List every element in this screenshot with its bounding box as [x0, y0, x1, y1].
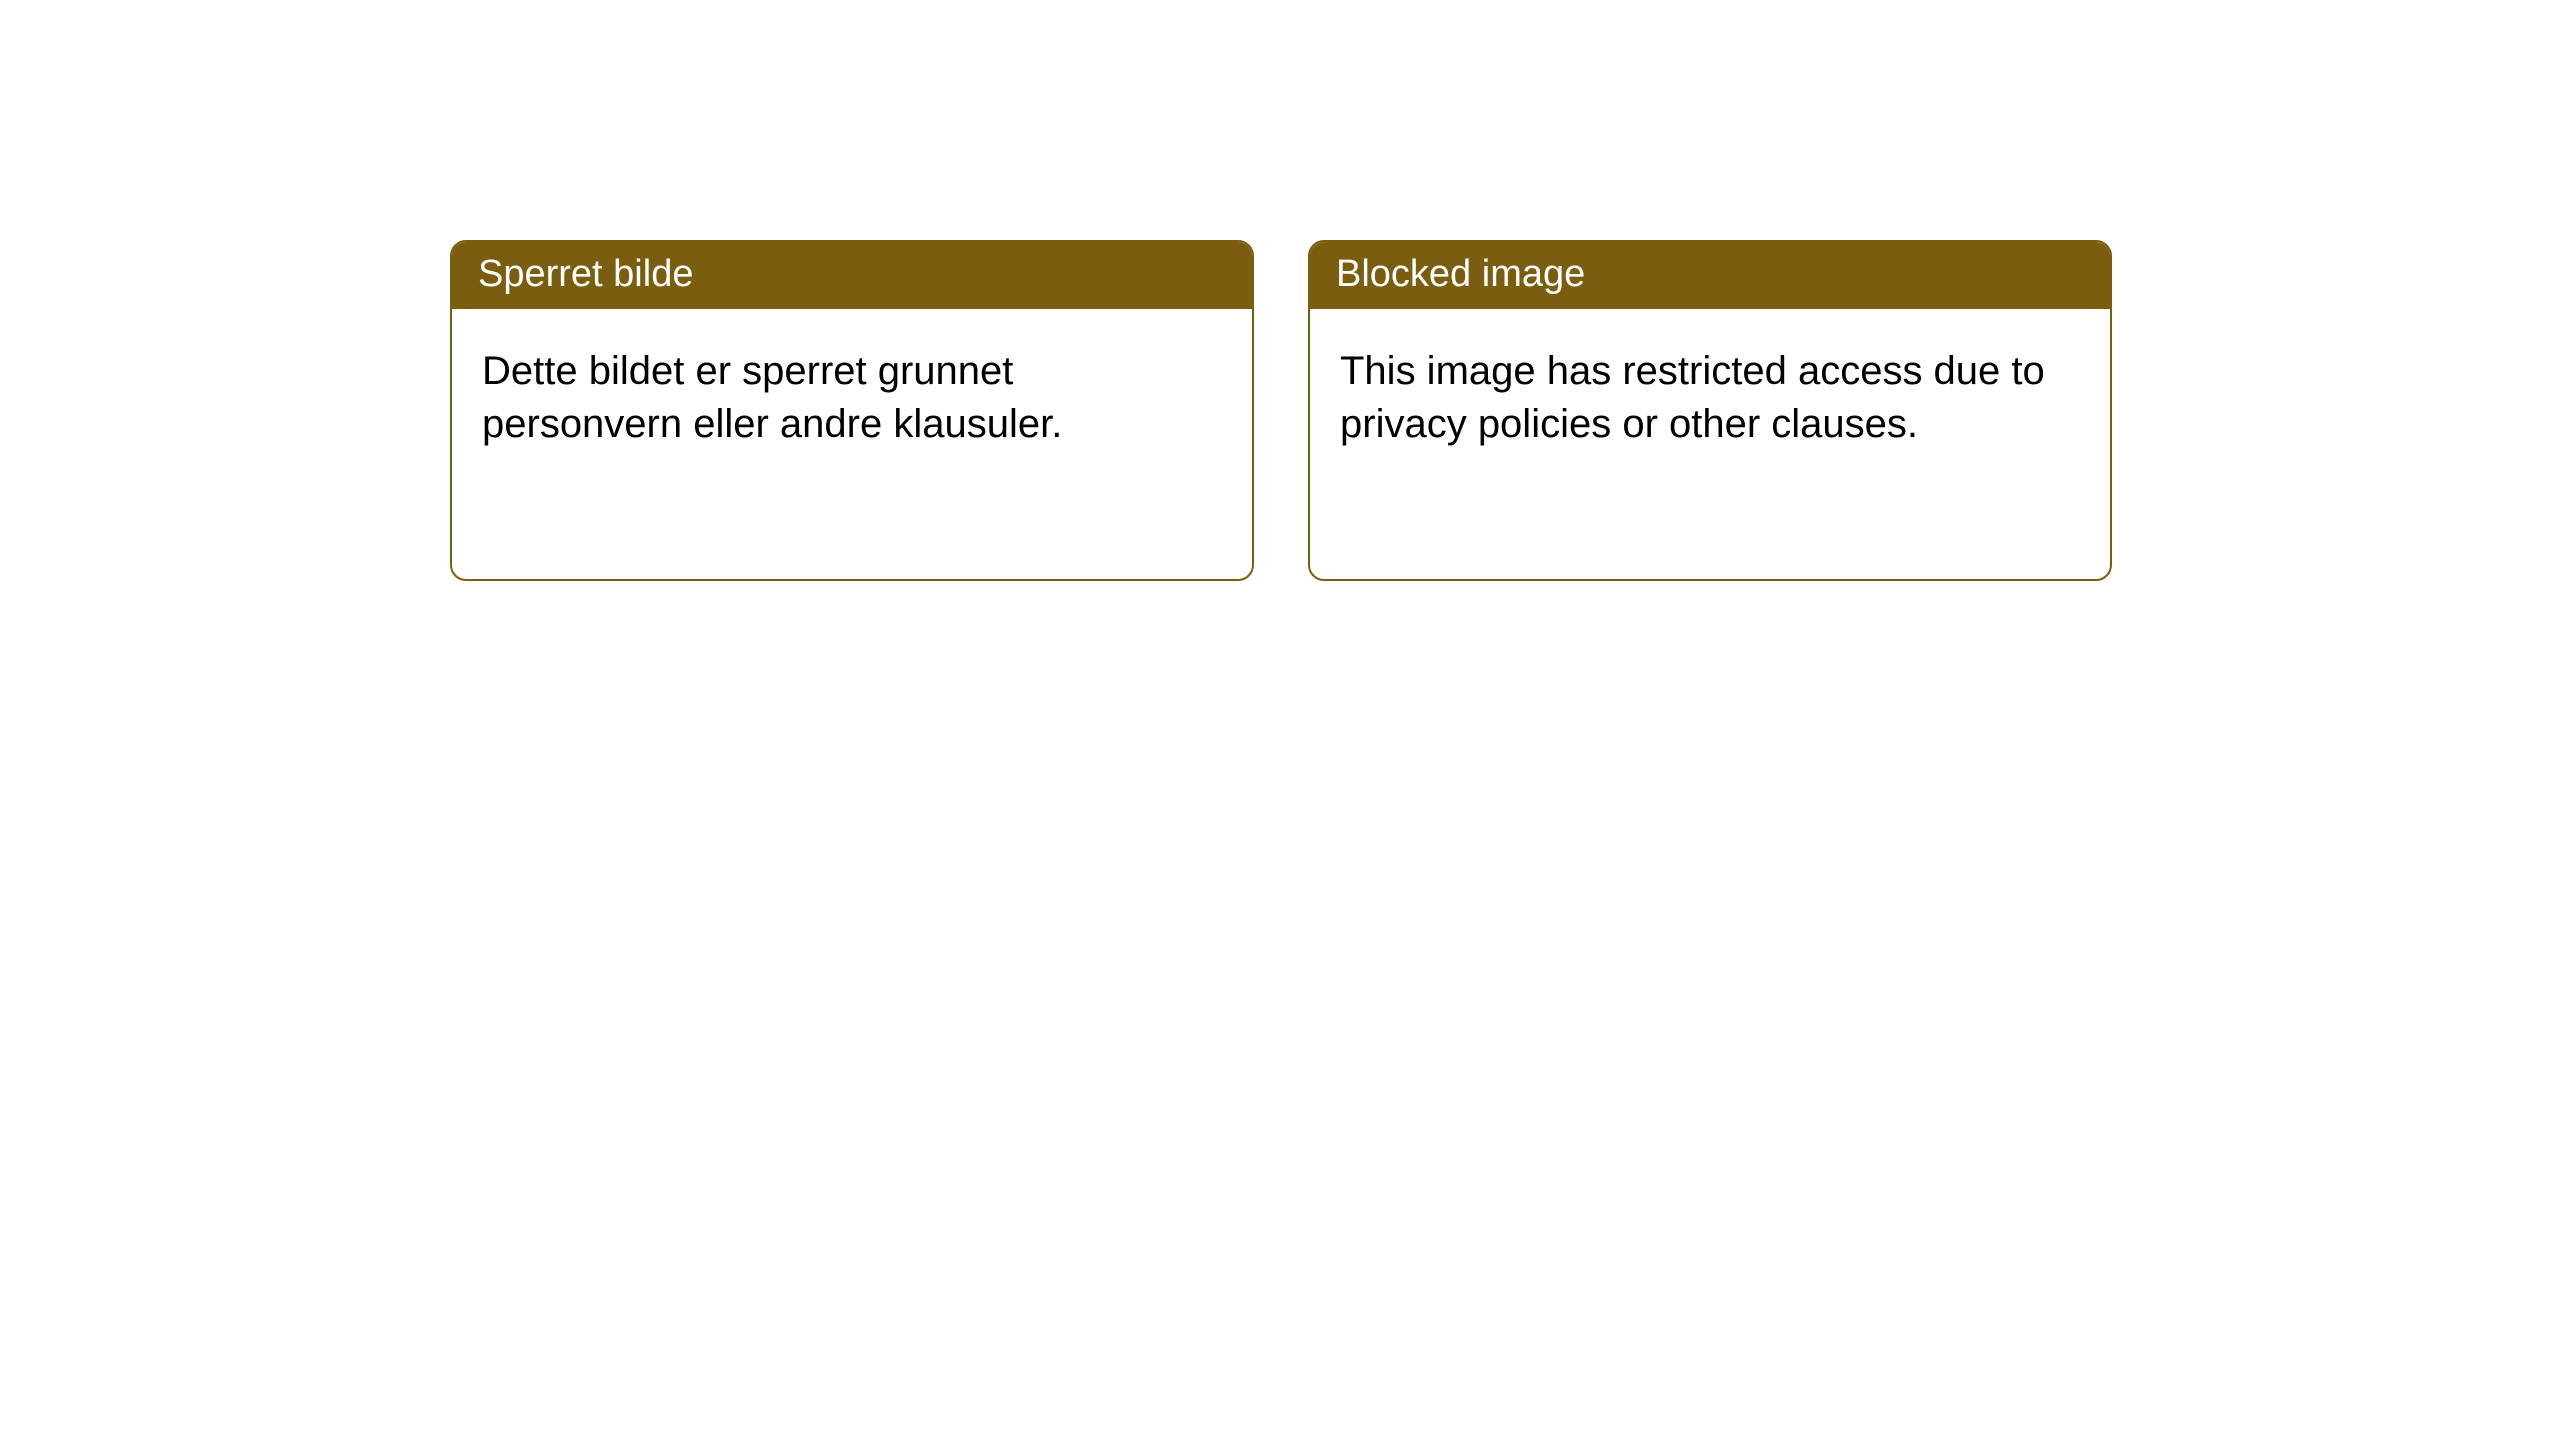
- notice-header: Sperret bilde: [452, 242, 1252, 309]
- notice-body: This image has restricted access due to …: [1310, 309, 2110, 579]
- notice-container: Sperret bilde Dette bildet er sperret gr…: [0, 0, 2560, 581]
- notice-card-norwegian: Sperret bilde Dette bildet er sperret gr…: [450, 240, 1254, 581]
- notice-header: Blocked image: [1310, 242, 2110, 309]
- notice-body: Dette bildet er sperret grunnet personve…: [452, 309, 1252, 579]
- notice-card-english: Blocked image This image has restricted …: [1308, 240, 2112, 581]
